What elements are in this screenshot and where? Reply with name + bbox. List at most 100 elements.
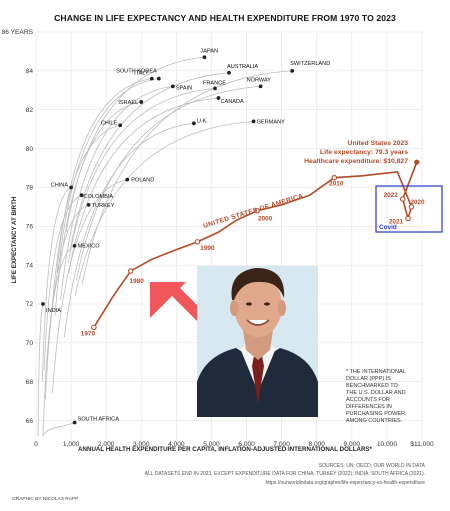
country-label: SWITZERLAND xyxy=(290,61,330,67)
country-point xyxy=(251,119,256,124)
us-2023-annotation: United States 2023 Life expectancy: 79.3… xyxy=(304,140,408,165)
country-line xyxy=(50,124,121,320)
country-label: U.K. xyxy=(197,118,208,124)
y-tick-label: 76 xyxy=(26,223,34,230)
us-series-label: UNITED STATES OF AMERICA xyxy=(203,193,305,230)
x-tick-label: 7,000 xyxy=(273,441,290,448)
country-label: GERMANY xyxy=(257,119,286,125)
y-tick-label: 80 xyxy=(26,146,34,153)
footnote-line: * THE INTERNATIONAL xyxy=(346,369,406,375)
us-year-label: 2010 xyxy=(329,181,344,188)
sources-line: SOURCES: UN; OECD; OUR WORLD IN DATA xyxy=(319,463,426,469)
footnote-line: DIFFERENCES IN xyxy=(346,404,392,410)
y-tick-label: 78 xyxy=(26,185,34,192)
us-year-point xyxy=(399,196,406,202)
x-tick-label: 2,000 xyxy=(98,441,115,448)
country-point xyxy=(170,84,175,89)
country-point xyxy=(290,68,295,73)
country-line xyxy=(76,86,261,281)
country-point xyxy=(69,185,73,190)
footnote-line: BENCHMARKED TO xyxy=(346,383,398,389)
us-year-label: 1990 xyxy=(200,245,215,252)
country-label: CHILE xyxy=(101,120,118,126)
y-axis-label: LIFE EXPECTANCY AT BIRTH xyxy=(11,196,18,283)
footnote-line: DOLLAR (PPP) IS xyxy=(346,376,391,382)
x-tick-label: 4,000 xyxy=(168,441,185,448)
y-tick-label: 82 xyxy=(26,107,34,114)
us-year-point xyxy=(254,207,260,214)
us-year-point xyxy=(331,174,338,181)
country-label: MEXICO xyxy=(78,244,101,250)
covid-label: Covid xyxy=(379,224,397,231)
footnote-line: ACCOUNTS FOR xyxy=(346,397,390,403)
graphic-credit: GRAPHIC BY NICOLAS RAPP xyxy=(12,496,78,502)
country-point xyxy=(156,76,161,81)
us-year-point xyxy=(408,204,415,210)
us-year-points: 1970 1980 1990 2000 2010 2020 2021 2022 xyxy=(81,159,425,337)
us-year-label: 2000 xyxy=(258,216,273,223)
annotation-line-2: Life expectancy: 79.3 years xyxy=(320,149,408,156)
x-tick-label: 6,000 xyxy=(238,441,255,448)
country-line xyxy=(41,187,72,382)
country-line xyxy=(60,86,173,301)
x-tick-label: 9,000 xyxy=(344,441,361,448)
footnote: * THE INTERNATIONAL DOLLAR (PPP) IS BENC… xyxy=(346,369,406,424)
country-line xyxy=(54,101,142,316)
y-tick-label: 72 xyxy=(26,301,34,308)
x-axis-label: ANNUAL HEALTH EXPENDITURE PER CAPITA, IN… xyxy=(78,446,372,453)
country-line xyxy=(37,303,44,437)
us-year-label: 1970 xyxy=(81,330,96,337)
country-line xyxy=(42,422,75,437)
x-tick-label: 10,000 xyxy=(377,441,398,448)
country-label: ISRAEL xyxy=(118,100,138,106)
y-tick-label: 86 YEARS xyxy=(2,29,34,36)
x-axis-ticks: 0 1,000 2,000 3,000 4,000 5,000 6,000 7,000 8,00… xyxy=(34,441,434,448)
annotation-line-1: United States 2023 xyxy=(348,140,409,147)
country-point xyxy=(149,76,154,81)
country-label: JAPAN xyxy=(200,48,218,54)
country-point xyxy=(227,70,231,75)
country-line xyxy=(43,194,82,371)
x-tick-label: $11,000 xyxy=(410,441,434,448)
y-tick-label: 68 xyxy=(26,379,34,386)
x-tick-label: 5,000 xyxy=(203,441,220,448)
country-label: SOUTH KOREA xyxy=(116,69,157,75)
country-point xyxy=(125,177,130,182)
country-line xyxy=(45,204,89,400)
country-endpoints: JAPAN SOUTH KOREA SWITZERLAND AUSTRALIA ITAL… xyxy=(41,48,330,425)
us-year-point xyxy=(405,215,411,222)
x-tick-label: 8,000 xyxy=(308,441,325,448)
y-tick-label: 70 xyxy=(26,340,34,347)
us-year-label: 2020 xyxy=(410,199,425,206)
country-line xyxy=(68,97,219,273)
country-point xyxy=(72,243,77,248)
country-point xyxy=(139,100,144,104)
country-trajectories xyxy=(37,56,293,437)
footnote-line: AMONG COUNTRIES. xyxy=(346,418,403,424)
country-point xyxy=(216,96,221,100)
annotation-line-3: Healthcare expenditure: $10,827 xyxy=(304,158,408,165)
footnote-line: THE U.S. DOLLAR AND xyxy=(346,390,406,396)
country-label: ITALY xyxy=(134,71,149,77)
country-point xyxy=(79,193,84,198)
country-line xyxy=(57,78,159,273)
country-line xyxy=(67,87,216,264)
source-url[interactable]: https://ourworldindata.org/grapher/life-… xyxy=(265,480,425,486)
country-point xyxy=(86,203,91,207)
us-year-label: 2022 xyxy=(384,192,399,199)
y-tick-label: 74 xyxy=(26,262,34,269)
country-label: COLOMBIA xyxy=(84,194,114,200)
country-line xyxy=(64,122,194,338)
country-label: CHINA xyxy=(51,182,69,188)
country-label: NORWAY xyxy=(247,77,272,83)
country-point xyxy=(41,302,45,306)
country-point xyxy=(202,55,207,60)
country-label: FRANCE xyxy=(203,80,226,86)
footnote-line: PURCHASING POWER xyxy=(346,411,405,417)
arrow-icon xyxy=(150,282,206,322)
y-tick-label: 84 xyxy=(26,68,34,75)
us-year-point xyxy=(194,239,201,245)
country-label: TURKEY xyxy=(92,203,115,209)
us-year-point xyxy=(91,324,97,331)
